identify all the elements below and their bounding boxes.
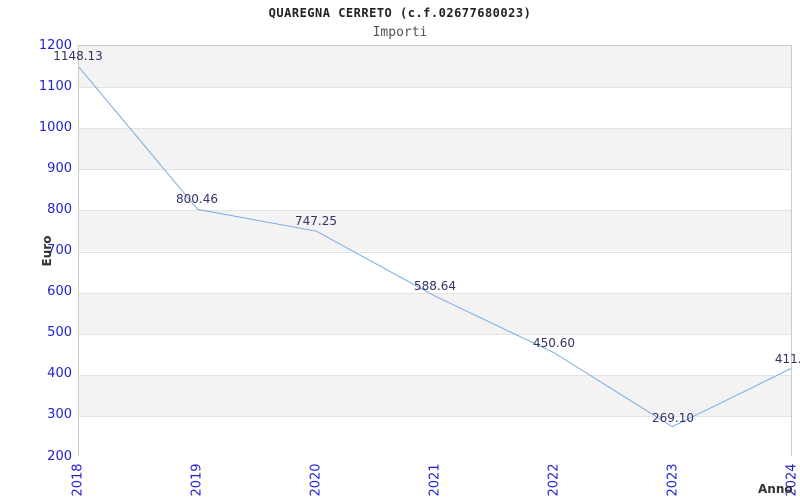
gridline	[79, 210, 791, 212]
y-tick-label: 300	[47, 407, 72, 423]
gridline	[79, 169, 791, 171]
y-tick-label: 900	[47, 160, 72, 176]
gridline	[79, 292, 791, 294]
data-point-label: 411.4	[774, 352, 800, 367]
y-tick-label: 600	[47, 284, 72, 300]
band	[79, 128, 791, 170]
data-point-label: 1148.13	[53, 49, 103, 64]
gridline	[79, 128, 791, 130]
data-point-label: 800.46	[176, 192, 218, 207]
x-tick-label: 2021	[427, 463, 443, 497]
gridline	[79, 251, 791, 253]
gridline	[79, 374, 791, 376]
gridline	[79, 415, 791, 417]
band	[79, 87, 791, 129]
x-tick-label: 2019	[189, 463, 205, 497]
band	[79, 251, 791, 293]
band	[79, 292, 791, 334]
band	[79, 333, 791, 375]
x-tick-label: 2018	[70, 463, 86, 497]
y-tick-label: 400	[47, 366, 72, 382]
band	[79, 374, 791, 416]
chart-subtitle: Importi	[372, 25, 428, 40]
data-point-label: 747.25	[295, 214, 337, 229]
band	[79, 46, 791, 88]
trend-line	[79, 66, 791, 428]
x-tick-label: 2022	[546, 463, 562, 497]
y-tick-label: 800	[47, 201, 72, 217]
data-point-label: 588.64	[414, 279, 456, 294]
y-tick-label: 1100	[38, 78, 72, 94]
x-axis-title: Anno	[758, 482, 793, 496]
band	[79, 415, 791, 457]
band	[79, 210, 791, 252]
plot-area	[78, 45, 792, 457]
data-point-label: 450.60	[533, 336, 575, 350]
gridline	[79, 87, 791, 89]
x-tick-label: 2020	[308, 463, 324, 497]
y-tick-label: 500	[47, 325, 72, 341]
y-tick-label: 1000	[38, 119, 72, 135]
line-series-svg	[79, 66, 791, 428]
gridline	[79, 333, 791, 335]
y-tick-label: 1200	[38, 37, 72, 53]
band	[79, 169, 791, 211]
y-tick-label: 200	[47, 448, 72, 464]
chart-title: QUAREGNA CERRETO (c.f.02677680023)	[268, 6, 532, 20]
data-point-label: 269.10	[652, 410, 694, 425]
x-tick-label: 2023	[665, 463, 681, 497]
y-axis-title: Euro	[40, 235, 54, 267]
y-tick-label: 700	[47, 243, 72, 258]
